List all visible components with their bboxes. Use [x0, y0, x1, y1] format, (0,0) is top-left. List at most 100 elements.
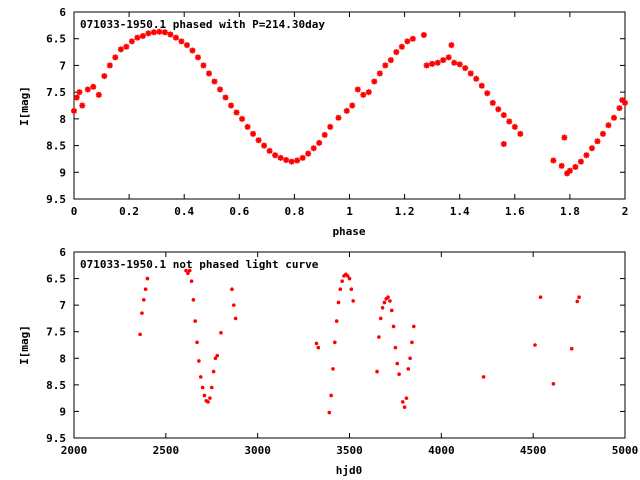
- unphased-y-tick-label: 7: [59, 299, 66, 312]
- unphased-y-tick-label: 6: [59, 246, 66, 259]
- unphased-data-point: [481, 375, 486, 379]
- phased-data-point: [128, 38, 135, 45]
- phased-data-point: [178, 38, 185, 45]
- phased-data-point: [244, 123, 251, 130]
- phased-data-point: [577, 158, 584, 165]
- unphased-x-tick-label: 4500: [520, 444, 547, 457]
- unphased-data-point: [200, 385, 205, 390]
- phased-data-point: [420, 31, 427, 38]
- phased-x-tick-label: 0.4: [174, 205, 194, 218]
- phased-data-point: [495, 106, 502, 113]
- phased-data-point: [172, 34, 179, 41]
- phased-x-tick-label: 0.8: [284, 205, 304, 218]
- phased-data-point: [90, 83, 97, 90]
- unphased-x-tick-label: 5000: [612, 444, 639, 457]
- phased-data-point: [566, 167, 573, 174]
- unphased-data-point: [213, 356, 218, 361]
- unphased-data-points: [138, 268, 581, 415]
- unphased-data-point: [145, 276, 150, 281]
- unphased-y-tick-label: 8.5: [46, 379, 66, 392]
- phased-data-point: [217, 86, 224, 93]
- unphased-data-point: [198, 375, 203, 379]
- phased-data-point: [335, 114, 342, 121]
- phased-plot-title: 071033-1950.1 phased with P=214.30day: [80, 18, 325, 31]
- unphased-data-point: [314, 341, 319, 346]
- phased-data-point: [550, 157, 557, 164]
- phased-data-point: [189, 47, 196, 54]
- unphased-data-point: [193, 319, 198, 323]
- unphased-data-point: [231, 303, 236, 307]
- unphased-x-axis-label: hjd0: [336, 464, 363, 477]
- unphased-data-point: [195, 340, 199, 345]
- unphased-data-point: [408, 356, 412, 361]
- phased-y-tick-label: 7.5: [46, 86, 66, 99]
- phased-data-point: [371, 78, 378, 85]
- unphased-data-point: [138, 332, 142, 337]
- phased-data-point: [506, 118, 513, 125]
- unphased-x-tick-label: 2500: [153, 444, 180, 457]
- unphased-data-point: [377, 335, 381, 339]
- phased-data-point: [305, 150, 312, 157]
- phased-data-point: [473, 75, 480, 82]
- phased-data-point: [321, 131, 328, 138]
- unphased-data-point: [209, 385, 214, 390]
- phased-y-tick-label: 6.5: [46, 33, 66, 46]
- phased-data-point: [239, 115, 246, 122]
- phased-data-point: [354, 86, 361, 93]
- phased-data-point: [200, 62, 207, 69]
- unphased-data-point: [351, 299, 355, 303]
- unphased-data-point: [141, 298, 146, 302]
- phased-data-point: [572, 163, 579, 170]
- phased-y-tick-label: 8.5: [46, 140, 66, 153]
- unphased-data-point: [402, 405, 407, 409]
- phased-x-axis-label: phase: [332, 225, 365, 238]
- phased-data-point: [564, 170, 571, 177]
- phased-x-tick-label: 2: [622, 205, 629, 218]
- unphased-y-tick-label: 9: [59, 405, 66, 418]
- phased-data-point: [79, 102, 86, 109]
- phased-axis-ticks: 0 0.2 0.4 0.6 0.8 1 1.2 1.4 1.6 1.8 2 6 6.5 7 7.5 8 8.5 9…: [46, 6, 628, 218]
- phased-data-point: [478, 82, 485, 89]
- phased-data-point: [205, 70, 212, 77]
- phased-light-curve-panel: 071033-1950.1 phased with P=214.30day ph…: [18, 6, 628, 238]
- phased-data-point: [139, 33, 146, 40]
- unphased-data-point: [378, 316, 383, 321]
- phased-data-point: [511, 123, 518, 130]
- unphased-data-point: [345, 274, 350, 278]
- unphased-y-tick-label: 8: [59, 352, 66, 365]
- phased-data-point: [134, 34, 141, 41]
- phased-data-point: [462, 65, 469, 72]
- phased-data-point: [467, 70, 474, 77]
- unphased-data-point: [404, 396, 409, 400]
- phased-data-point: [316, 139, 323, 146]
- unphased-y-tick-label: 6.5: [46, 273, 66, 286]
- phased-data-point: [255, 137, 262, 144]
- phased-data-point: [387, 57, 394, 64]
- phased-data-point: [451, 59, 458, 66]
- unphased-data-point: [569, 346, 574, 351]
- phased-data-point: [161, 29, 168, 36]
- phased-data-point: [145, 30, 152, 37]
- unphased-data-point: [140, 311, 144, 315]
- phased-data-point: [429, 60, 436, 67]
- phased-data-point: [233, 109, 240, 116]
- phased-data-point: [299, 154, 306, 161]
- phased-data-point: [610, 114, 617, 121]
- unphased-data-point: [233, 316, 238, 321]
- phased-x-tick-label: 1.8: [560, 205, 580, 218]
- phased-x-tick-label: 1.6: [505, 205, 525, 218]
- phased-data-point: [310, 145, 317, 152]
- phased-data-point: [561, 134, 568, 141]
- phased-data-point: [112, 54, 119, 61]
- phased-data-point: [272, 152, 279, 159]
- unphased-x-tick-label: 2000: [61, 444, 88, 457]
- unphased-data-point: [208, 396, 212, 400]
- unphased-data-point: [400, 400, 405, 404]
- phased-data-point: [500, 140, 507, 147]
- phased-data-point: [382, 62, 389, 69]
- phased-data-point: [222, 94, 229, 101]
- phased-data-point: [349, 102, 356, 109]
- phased-data-point: [365, 89, 372, 96]
- phased-data-point: [117, 46, 124, 53]
- phased-data-point: [409, 35, 416, 42]
